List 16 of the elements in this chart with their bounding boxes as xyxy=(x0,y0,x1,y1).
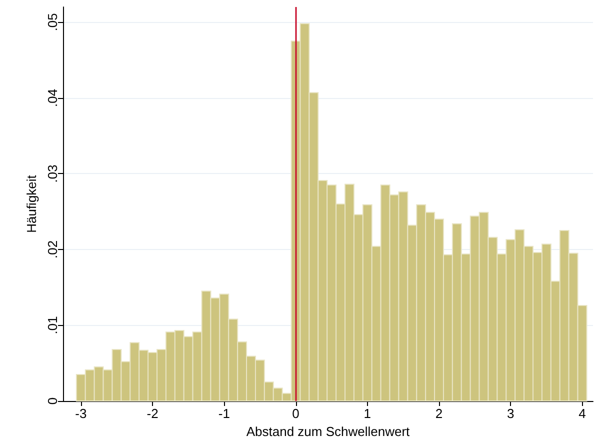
x-tick-label: 3 xyxy=(507,406,514,421)
x-tick-label: 1 xyxy=(364,406,372,421)
x-tick-label: -2 xyxy=(146,406,158,421)
y-tick-label: .05 xyxy=(45,13,60,32)
x-tick-label: -1 xyxy=(218,406,230,421)
y-tick-label: .01 xyxy=(45,316,60,334)
y-axis-title: Häufigkeit xyxy=(24,174,40,233)
x-axis-title: Abstand zum Schwellenwert xyxy=(246,424,410,439)
y-tick-label: 0 xyxy=(45,397,60,405)
x-tick-label: -3 xyxy=(75,406,87,421)
x-tick-label: 0 xyxy=(292,406,300,421)
y-tick-label: .04 xyxy=(45,88,60,107)
x-tick-label: 4 xyxy=(578,406,586,421)
x-tick-label: 2 xyxy=(435,406,443,421)
y-tick-label: .02 xyxy=(45,240,60,258)
y-tick-label: .03 xyxy=(45,164,60,183)
